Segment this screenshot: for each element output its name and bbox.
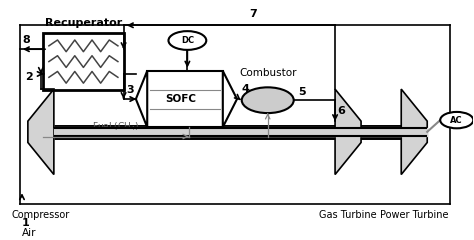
Polygon shape: [401, 89, 427, 174]
Text: Gas Turbine: Gas Turbine: [319, 210, 377, 220]
Text: Recuperator: Recuperator: [45, 18, 122, 28]
Circle shape: [242, 87, 294, 113]
Text: 3: 3: [126, 85, 134, 95]
Text: 7: 7: [249, 9, 257, 19]
Text: Compressor: Compressor: [12, 210, 70, 220]
Text: 8: 8: [22, 35, 30, 45]
Text: 4: 4: [242, 84, 250, 94]
Text: Fuel (CH$_4$): Fuel (CH$_4$): [92, 120, 140, 133]
Text: 2: 2: [25, 72, 33, 82]
Text: 6: 6: [337, 107, 345, 116]
Bar: [147, 71, 223, 127]
Polygon shape: [223, 71, 237, 127]
Circle shape: [440, 112, 474, 128]
Text: 1: 1: [22, 218, 30, 228]
Bar: [43, 33, 124, 90]
Text: Power Turbine: Power Turbine: [380, 210, 448, 220]
Polygon shape: [335, 89, 361, 174]
Text: Combustor: Combustor: [239, 68, 296, 78]
Polygon shape: [28, 89, 54, 174]
Text: SOFC: SOFC: [166, 94, 197, 104]
Circle shape: [168, 31, 206, 50]
Polygon shape: [136, 71, 147, 127]
Text: DC: DC: [181, 36, 194, 45]
Text: Air: Air: [22, 228, 36, 238]
Text: AC: AC: [450, 116, 463, 125]
Text: 5: 5: [299, 87, 306, 97]
